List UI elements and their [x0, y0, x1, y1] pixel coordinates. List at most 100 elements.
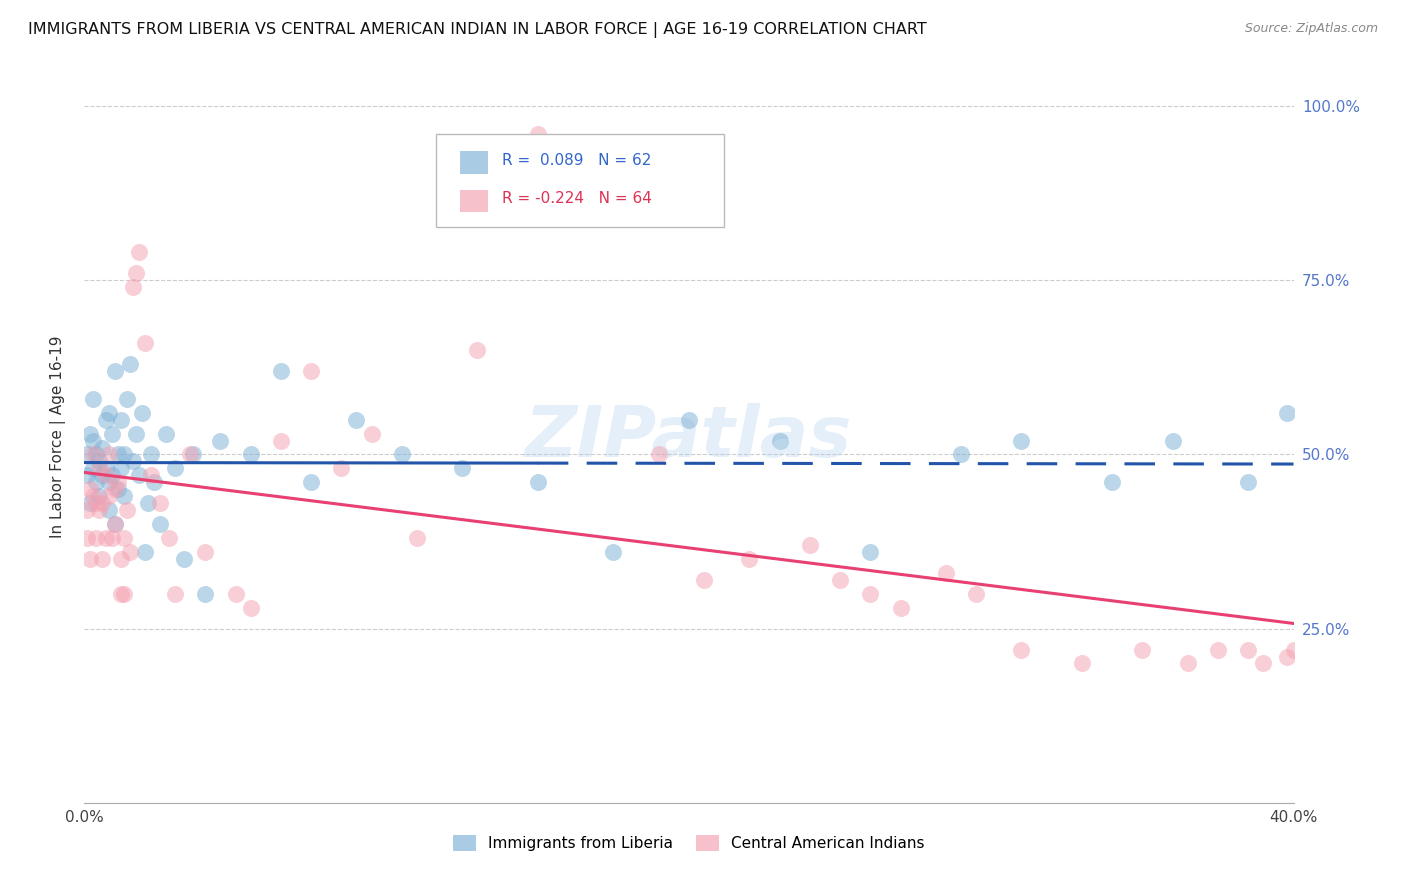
Point: [678, 412, 700, 426]
Point: [134, 545, 156, 559]
Point: [79, 426, 101, 441]
Point: [693, 573, 716, 587]
Point: [1277, 406, 1299, 420]
Point: [1101, 475, 1123, 490]
Point: [110, 587, 132, 601]
Point: [406, 531, 429, 545]
Point: [451, 461, 474, 475]
Point: [89, 461, 111, 475]
Point: [179, 448, 201, 462]
Point: [104, 517, 127, 532]
Point: [94, 468, 117, 483]
Point: [89, 454, 111, 468]
Point: [97, 475, 120, 490]
Point: [859, 587, 882, 601]
Point: [86, 496, 108, 510]
Y-axis label: In Labor Force | Age 16-19: In Labor Force | Age 16-19: [49, 335, 66, 539]
Point: [97, 406, 120, 420]
Point: [91, 552, 114, 566]
Point: [128, 468, 150, 483]
Point: [769, 434, 792, 448]
Point: [76, 531, 98, 545]
Point: [1277, 649, 1299, 664]
Point: [738, 552, 761, 566]
Point: [76, 448, 98, 462]
Point: [79, 496, 101, 510]
Point: [602, 545, 624, 559]
Point: [112, 448, 135, 462]
Point: [112, 587, 135, 601]
Point: [104, 517, 127, 532]
Point: [136, 496, 159, 510]
Point: [82, 448, 104, 462]
Point: [139, 468, 162, 483]
Point: [1177, 657, 1199, 671]
Point: [86, 448, 108, 462]
Point: [165, 587, 187, 601]
Point: [125, 426, 148, 441]
Point: [91, 468, 114, 483]
Point: [467, 343, 489, 357]
Point: [91, 441, 114, 455]
Point: [194, 587, 217, 601]
Point: [121, 280, 143, 294]
Point: [115, 503, 138, 517]
Point: [142, 475, 165, 490]
Point: [209, 434, 232, 448]
Point: [859, 545, 882, 559]
Legend: Immigrants from Liberia, Central American Indians: Immigrants from Liberia, Central America…: [447, 830, 931, 857]
Point: [270, 434, 292, 448]
Point: [91, 496, 114, 510]
Point: [100, 468, 122, 483]
Point: [100, 426, 122, 441]
Point: [125, 266, 148, 280]
Point: [299, 364, 322, 378]
Point: [104, 364, 127, 378]
Point: [155, 426, 177, 441]
Point: [134, 336, 156, 351]
Text: IMMIGRANTS FROM LIBERIA VS CENTRAL AMERICAN INDIAN IN LABOR FORCE | AGE 16-19 CO: IMMIGRANTS FROM LIBERIA VS CENTRAL AMERI…: [28, 22, 927, 38]
Point: [76, 503, 98, 517]
Point: [112, 489, 135, 503]
Text: R =  0.089   N = 62: R = 0.089 N = 62: [502, 153, 651, 168]
Point: [110, 461, 132, 475]
Point: [299, 475, 322, 490]
Text: R = -0.224   N = 64: R = -0.224 N = 64: [502, 192, 652, 206]
Point: [890, 600, 912, 615]
Point: [1161, 434, 1184, 448]
Point: [104, 483, 127, 497]
Point: [239, 600, 262, 615]
Point: [118, 545, 141, 559]
Point: [950, 448, 973, 462]
Point: [270, 364, 292, 378]
Point: [1253, 657, 1275, 671]
Point: [157, 531, 180, 545]
Point: [86, 531, 108, 545]
Point: [360, 426, 382, 441]
Point: [128, 245, 150, 260]
Point: [1237, 475, 1260, 490]
Point: [391, 448, 413, 462]
Point: [173, 552, 195, 566]
Point: [149, 496, 172, 510]
Point: [112, 531, 135, 545]
Point: [82, 392, 104, 406]
Point: [1130, 642, 1153, 657]
Point: [131, 406, 153, 420]
Point: [194, 545, 217, 559]
Point: [527, 127, 550, 141]
Point: [107, 475, 129, 490]
Point: [82, 461, 104, 475]
Point: [82, 434, 104, 448]
Point: [239, 448, 262, 462]
Point: [110, 552, 132, 566]
Point: [79, 483, 101, 497]
Point: [86, 475, 108, 490]
Point: [100, 531, 122, 545]
Point: [346, 412, 368, 426]
Point: [89, 489, 111, 503]
Text: Source: ZipAtlas.com: Source: ZipAtlas.com: [1244, 22, 1378, 36]
Point: [79, 552, 101, 566]
Point: [97, 489, 120, 503]
Point: [115, 392, 138, 406]
